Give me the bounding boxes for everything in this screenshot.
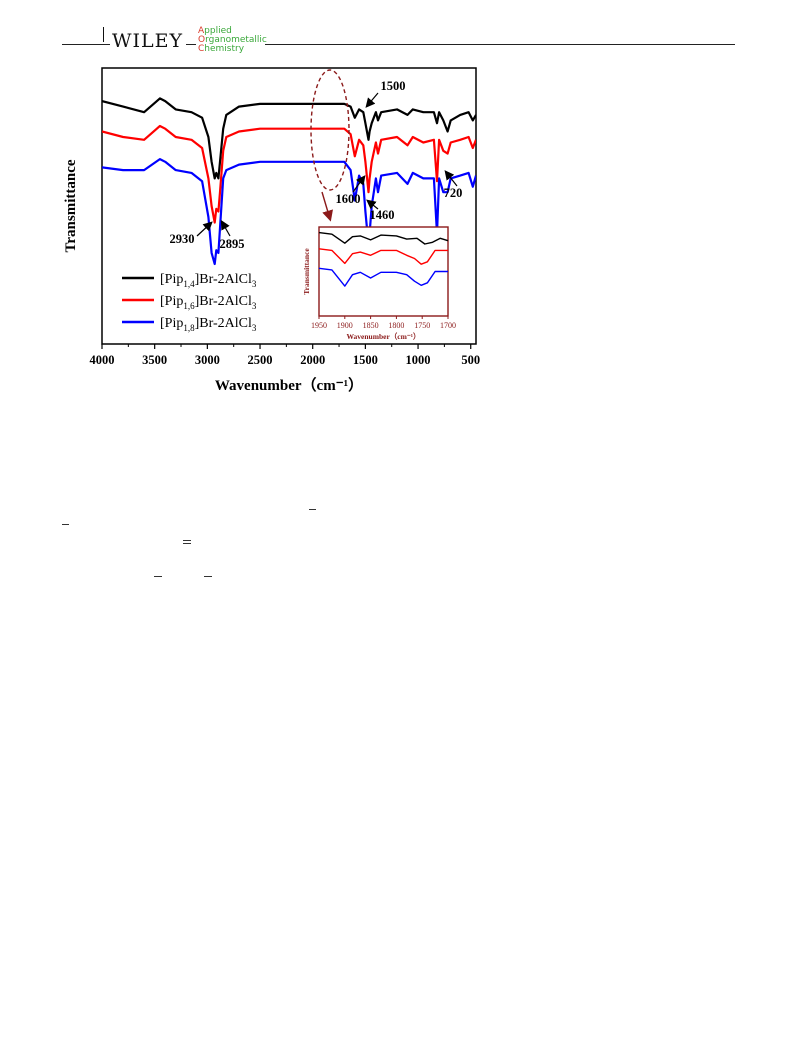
x-tick-label: 2500 (248, 353, 273, 367)
annotation-label: 1500 (381, 79, 406, 93)
stray-mark-3b (183, 543, 191, 544)
annotation-label: 720 (444, 186, 463, 200)
stray-mark-3a (183, 540, 191, 541)
inset-series-line-3 (318, 267, 448, 287)
inset-series-line-1 (318, 231, 449, 245)
header-rule-left (62, 44, 110, 45)
inset-x-tick-label: 1900 (337, 321, 353, 330)
legend-label-1: [Pip1,4]Br-2AlCl3 (160, 272, 257, 289)
x-axis-label: Wavenumber（cm⁻¹） (215, 376, 363, 394)
main-chart: 4000 3500 3000 2500 2000 1500 1000 500 Wavenumbe… (63, 67, 480, 394)
series-line-2 (102, 124, 476, 224)
stray-mark-2 (62, 524, 69, 525)
stray-mark-1 (309, 509, 316, 510)
inset-x-tick-label: 1700 (440, 321, 456, 330)
highlight-ellipse (310, 69, 350, 191)
annotation-label: 1460 (370, 208, 395, 222)
legend-label-3: [Pip1,8]Br-2AlCl3 (160, 316, 257, 333)
ftir-figure: 4000 3500 3000 2500 2000 1500 1000 500 Wavenumbe… (63, 67, 480, 394)
annotation-label: 2930 (170, 232, 195, 246)
plot-frame (101, 67, 477, 345)
x-tick-label: 4000 (90, 353, 115, 367)
inset-x-tick-label: 1950 (311, 321, 327, 330)
inset-chart: 1950 1900 1850 1800 1750 1700 Wavenumber（cm⁻¹）… (302, 226, 456, 341)
x-tick-label: 3500 (142, 353, 167, 367)
x-tick-label: 1500 (353, 353, 378, 367)
annotation-label: 1600 (336, 192, 361, 206)
journal-line-2: Organometallic (198, 35, 267, 45)
inset-x-axis-label: Wavenumber（cm⁻¹） (346, 331, 420, 341)
journal-name: Applied Organometallic Chemistry (198, 27, 267, 54)
journal-line-3: Chemistry (198, 44, 245, 54)
inset-y-axis-label: Transmittance (302, 248, 311, 295)
legend-label-2: [Pip1,6]Br-2AlCl3 (160, 294, 257, 311)
annotation-arrow (220, 219, 231, 237)
stray-mark-5 (204, 576, 212, 577)
y-axis-label: Transmittance (63, 159, 79, 252)
annotation-arrow (196, 221, 213, 237)
annotation-arrow (366, 199, 379, 210)
inset-x-tick-label: 1800 (388, 321, 404, 330)
inset-x-tick-label: 1750 (414, 321, 430, 330)
journal-line-1: Applied (198, 26, 232, 36)
annotation-label: 2895 (220, 237, 245, 251)
annotation-arrow (352, 175, 366, 193)
highlight-arrow (321, 191, 333, 222)
series-line-1 (102, 97, 476, 180)
inset-series-line-2 (318, 248, 448, 265)
inset-x-tick-label: 1850 (363, 321, 379, 330)
stray-mark-4 (154, 576, 162, 577)
annotation-arrow (444, 170, 458, 187)
x-tick-label: 500 (461, 353, 480, 367)
inset-frame (318, 226, 449, 317)
annotation-arrow (365, 92, 379, 108)
header-rule-right (265, 44, 735, 45)
x-tick-label: 1000 (406, 353, 431, 367)
header-divider (103, 27, 104, 42)
x-tick-label: 3000 (195, 353, 220, 367)
publisher-logo: WILEY (112, 30, 184, 52)
header-rule-mid (186, 44, 196, 45)
x-tick-label: 2000 (300, 353, 325, 367)
